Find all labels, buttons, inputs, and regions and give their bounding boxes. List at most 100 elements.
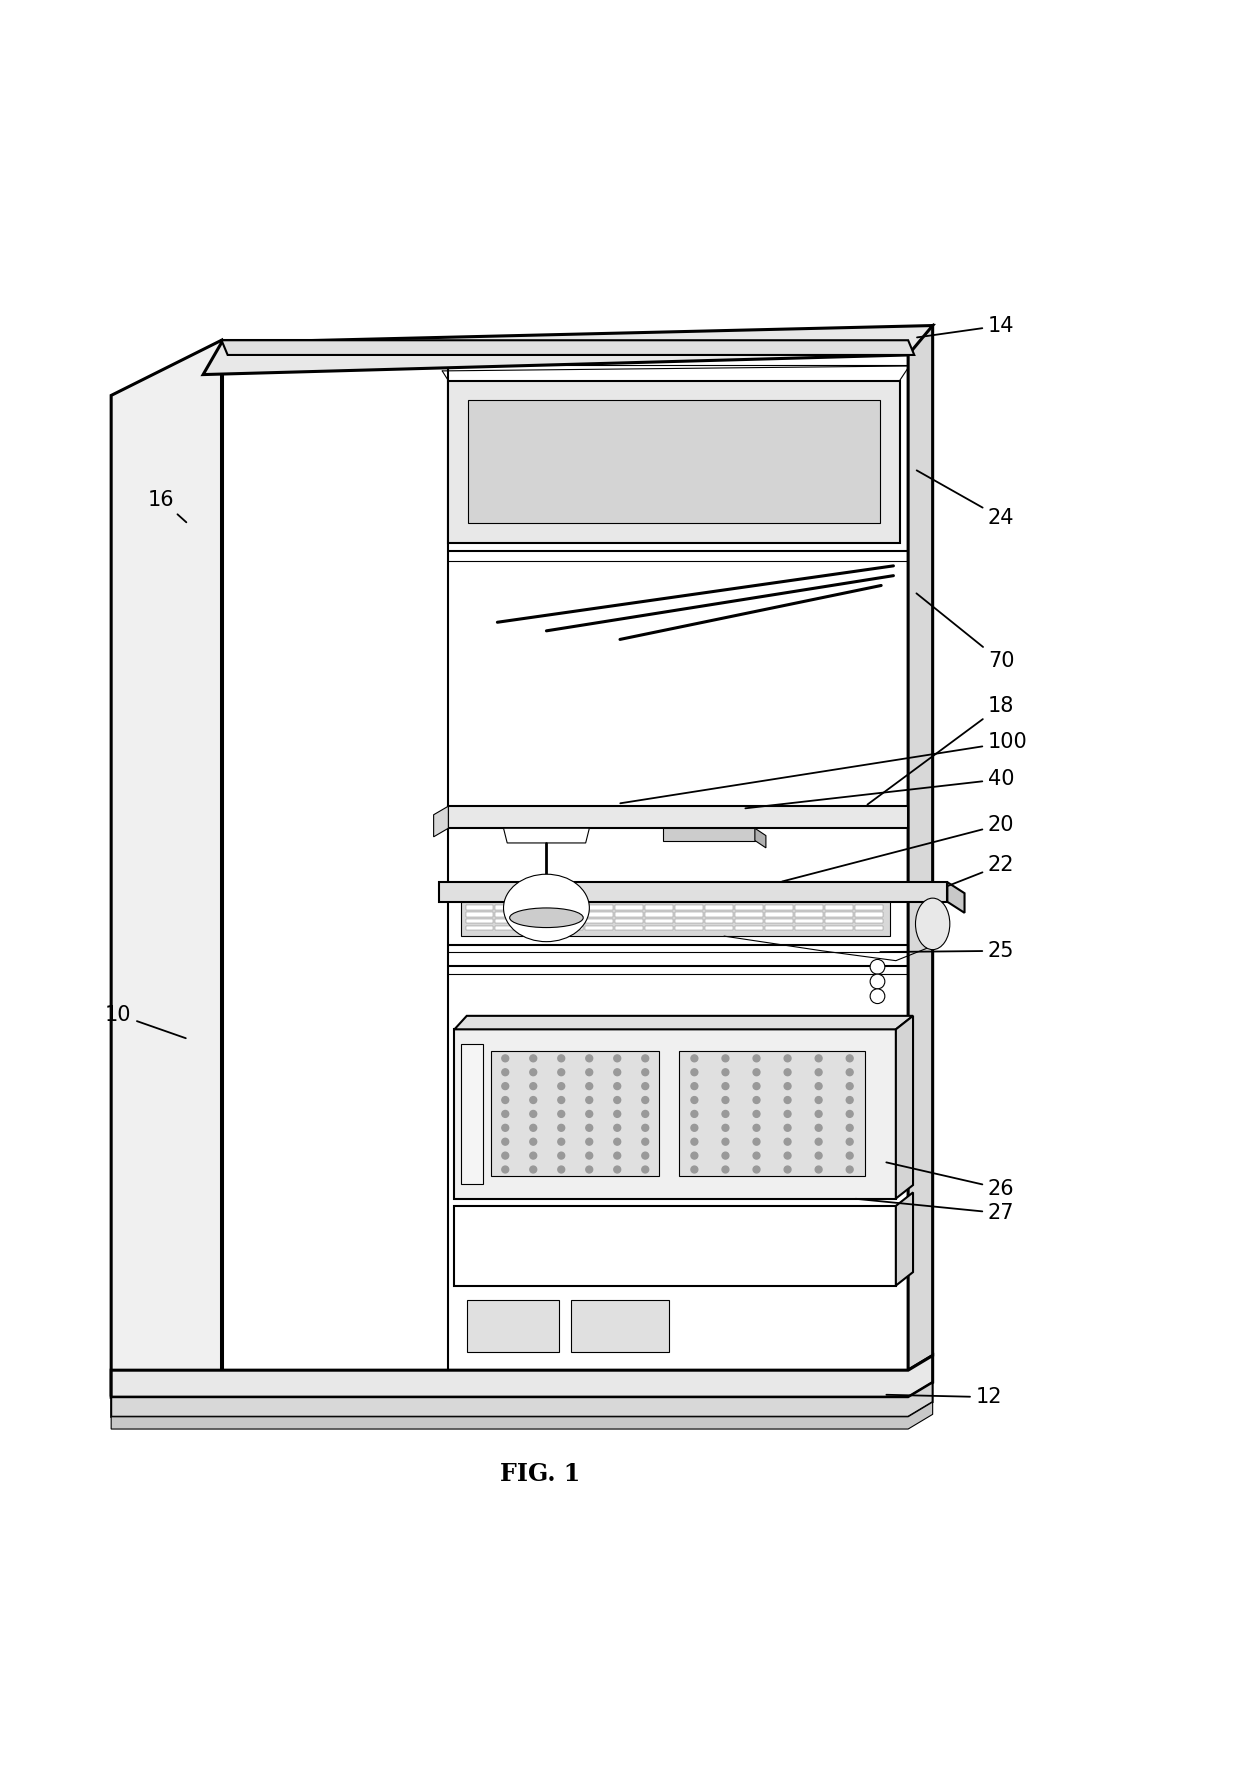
Bar: [706, 912, 733, 917]
Circle shape: [691, 1097, 698, 1104]
Circle shape: [502, 1138, 508, 1145]
Ellipse shape: [915, 897, 950, 949]
Polygon shape: [755, 828, 766, 847]
Circle shape: [815, 1083, 822, 1090]
Circle shape: [784, 1124, 791, 1131]
Circle shape: [691, 1110, 698, 1117]
Bar: [496, 906, 523, 910]
Circle shape: [846, 1138, 853, 1145]
Circle shape: [722, 1083, 729, 1090]
Circle shape: [585, 1124, 593, 1131]
Circle shape: [585, 1110, 593, 1117]
Circle shape: [753, 1083, 760, 1090]
Bar: [854, 906, 883, 910]
Polygon shape: [439, 883, 947, 901]
Bar: [675, 919, 703, 924]
Bar: [615, 906, 644, 910]
Circle shape: [502, 1054, 508, 1061]
Text: 26: 26: [887, 1163, 1014, 1199]
Circle shape: [529, 1152, 537, 1160]
Circle shape: [784, 1167, 791, 1172]
Circle shape: [558, 1097, 564, 1104]
Bar: [735, 906, 763, 910]
Circle shape: [815, 1124, 822, 1131]
Circle shape: [614, 1138, 621, 1145]
Circle shape: [722, 1110, 729, 1117]
Bar: [645, 906, 673, 910]
Bar: [556, 906, 583, 910]
Polygon shape: [466, 1301, 559, 1352]
Bar: [496, 912, 523, 917]
Circle shape: [815, 1167, 822, 1172]
Circle shape: [529, 1054, 537, 1061]
Circle shape: [614, 1083, 621, 1090]
Circle shape: [585, 1152, 593, 1160]
Circle shape: [846, 1152, 853, 1160]
Circle shape: [558, 1124, 564, 1131]
Polygon shape: [663, 828, 755, 840]
Circle shape: [529, 1097, 537, 1104]
Text: 25: 25: [880, 940, 1014, 962]
Circle shape: [558, 1152, 564, 1160]
Circle shape: [722, 1138, 729, 1145]
Circle shape: [558, 1069, 564, 1076]
Bar: [675, 906, 703, 910]
Circle shape: [614, 1054, 621, 1061]
Bar: [585, 926, 613, 929]
Text: 22: 22: [947, 855, 1014, 887]
Bar: [854, 926, 883, 929]
Circle shape: [642, 1124, 649, 1131]
Bar: [615, 912, 644, 917]
Circle shape: [870, 974, 885, 988]
Text: 18: 18: [868, 696, 1014, 805]
Circle shape: [846, 1124, 853, 1131]
Circle shape: [753, 1167, 760, 1172]
Bar: [765, 912, 792, 917]
Circle shape: [753, 1069, 760, 1076]
Circle shape: [642, 1167, 649, 1172]
Circle shape: [846, 1110, 853, 1117]
Bar: [675, 926, 703, 929]
Circle shape: [846, 1069, 853, 1076]
Text: 12: 12: [887, 1388, 1002, 1408]
Circle shape: [815, 1097, 822, 1104]
Bar: [706, 919, 733, 924]
Polygon shape: [222, 341, 908, 1370]
Polygon shape: [678, 1051, 866, 1176]
Bar: [556, 919, 583, 924]
Circle shape: [558, 1110, 564, 1117]
Bar: [585, 919, 613, 924]
Bar: [765, 919, 792, 924]
Circle shape: [784, 1069, 791, 1076]
Circle shape: [529, 1110, 537, 1117]
Circle shape: [815, 1054, 822, 1061]
Circle shape: [614, 1069, 621, 1076]
Bar: [675, 912, 703, 917]
Circle shape: [529, 1069, 537, 1076]
Circle shape: [722, 1167, 729, 1172]
Bar: [585, 912, 613, 917]
Polygon shape: [895, 1192, 913, 1286]
Text: 10: 10: [105, 1004, 186, 1038]
Bar: [465, 906, 494, 910]
Bar: [765, 906, 792, 910]
Circle shape: [691, 1124, 698, 1131]
Circle shape: [502, 1097, 508, 1104]
Bar: [465, 912, 494, 917]
Circle shape: [502, 1110, 508, 1117]
Text: 27: 27: [856, 1199, 1014, 1224]
Polygon shape: [434, 806, 449, 837]
Circle shape: [753, 1138, 760, 1145]
Circle shape: [558, 1138, 564, 1145]
Bar: [825, 926, 853, 929]
Circle shape: [722, 1097, 729, 1104]
Circle shape: [642, 1083, 649, 1090]
Bar: [496, 926, 523, 929]
Circle shape: [529, 1167, 537, 1172]
Circle shape: [815, 1152, 822, 1160]
Polygon shape: [449, 380, 899, 542]
Circle shape: [815, 1069, 822, 1076]
Text: 24: 24: [916, 471, 1014, 528]
Circle shape: [784, 1152, 791, 1160]
Polygon shape: [112, 1402, 932, 1429]
